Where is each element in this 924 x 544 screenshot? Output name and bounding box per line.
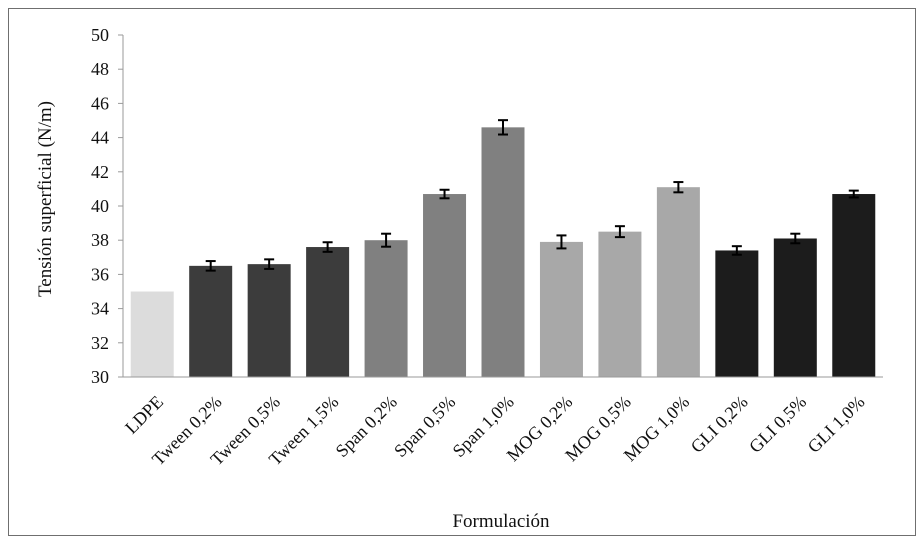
- bar: [130, 291, 174, 377]
- bar: [364, 240, 408, 377]
- x-tick-label: GLI 0,2%: [687, 392, 752, 457]
- error-bar: [381, 232, 392, 248]
- y-axis-title: Tensión superficial (N/m): [35, 101, 56, 297]
- x-tick-label: Span 0,5%: [390, 392, 459, 461]
- error-bar: [614, 225, 625, 239]
- x-tick-label: Span 0,2%: [332, 392, 401, 461]
- y-tick-label: 50: [91, 25, 109, 45]
- error-bar: [731, 245, 742, 256]
- error-bar: [322, 241, 333, 253]
- bar: [189, 265, 233, 377]
- error-bar: [673, 181, 684, 194]
- error-bar: [790, 232, 801, 245]
- y-tick-label: 38: [91, 230, 109, 250]
- y-tick-label: 32: [91, 333, 109, 353]
- y-tick-label: 42: [91, 162, 109, 182]
- bar: [715, 250, 759, 377]
- x-tick-label: GLI 1,0%: [804, 392, 869, 457]
- x-axis-title: Formulación: [452, 511, 550, 532]
- y-tick-label: 44: [91, 128, 109, 148]
- error-bar: [498, 119, 508, 136]
- y-tick-label: 46: [91, 93, 109, 113]
- error-bar: [264, 258, 275, 270]
- y-tick-label: 36: [91, 264, 109, 284]
- bars: [130, 127, 876, 377]
- y-axis: 30 32 34 36 38 40 42 44 46 48 50: [91, 25, 124, 387]
- error-bars: [205, 119, 859, 272]
- bar: [423, 194, 467, 377]
- x-tick-label: LDPE: [121, 392, 167, 438]
- bar: [773, 238, 817, 377]
- y-tick-label: 34: [91, 299, 109, 319]
- bar: [539, 241, 583, 377]
- bar: [247, 264, 291, 377]
- error-bar: [205, 260, 216, 272]
- x-tick-label: GLI 0,5%: [745, 392, 810, 457]
- bar: [656, 187, 700, 377]
- y-tick-label: 30: [91, 367, 109, 387]
- chart-frame: 30 32 34 36 38 40 42 44 46 48 50 LDPE Tween 0,2% Twe…: [8, 8, 916, 536]
- bar: [481, 127, 525, 377]
- y-tick-label: 40: [91, 196, 109, 216]
- bar: [306, 247, 350, 377]
- error-bar: [439, 188, 450, 200]
- error-bar: [848, 189, 859, 199]
- error-bar: [556, 234, 567, 250]
- y-tick-label: 48: [91, 59, 109, 79]
- bar: [832, 194, 876, 377]
- bar: [598, 231, 642, 377]
